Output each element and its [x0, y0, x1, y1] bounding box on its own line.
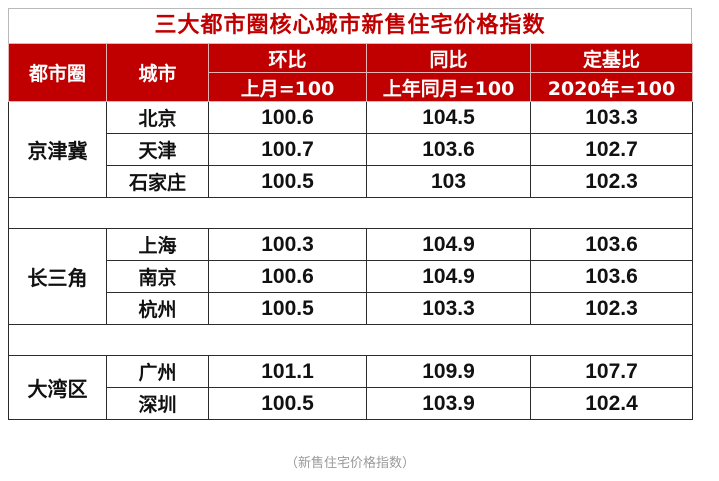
yoy-cell: 104.9	[366, 260, 531, 293]
mom-cell: 100.6	[208, 260, 367, 293]
yoy-cell: 104.5	[366, 101, 531, 134]
header-yoy: 同比	[366, 43, 531, 73]
fixed-cell: 102.3	[530, 292, 693, 325]
yoy-cell: 103.3	[366, 292, 531, 325]
header-mom: 环比	[208, 43, 367, 73]
city-cell: 深圳	[106, 387, 209, 420]
mom-cell: 101.1	[208, 355, 367, 388]
fixed-cell: 103.6	[530, 260, 693, 293]
price-index-table: 都市圈 城市 环比 同比 定基比 上月=100 上年同月=100 2020年=1…	[8, 43, 693, 420]
header-fixed-base: 2020年=100	[530, 72, 693, 102]
city-cell: 石家庄	[106, 165, 209, 198]
mom-cell: 100.5	[208, 387, 367, 420]
table-row: 京津冀 北京 100.6 104.5 103.3	[8, 101, 693, 198]
table-row: 大湾区 广州 101.1 109.9 107.7	[8, 355, 693, 420]
region-cell: 长三角	[8, 228, 107, 325]
table-title: 三大都市圈核心城市新售住宅价格指数	[8, 8, 692, 43]
yoy-cell: 103	[366, 165, 531, 198]
header-city: 城市	[106, 43, 209, 102]
yoy-cell: 103.6	[366, 133, 531, 166]
fixed-cell: 103.3	[530, 101, 693, 134]
table-row: 杭州 100.5 103.3 102.3	[9, 292, 693, 325]
table-row: 长三角 上海 100.3 104.9 103.6	[8, 228, 693, 325]
region-cell: 京津冀	[8, 101, 107, 198]
spacer-cell	[8, 324, 693, 356]
header-mom-base: 上月=100	[208, 72, 367, 102]
header-yoy-base: 上年同月=100	[366, 72, 531, 102]
fixed-cell: 103.6	[530, 228, 693, 261]
table-row: 石家庄 100.5 103 102.3	[9, 165, 693, 198]
yoy-cell: 109.9	[366, 355, 531, 388]
fixed-cell: 102.4	[530, 387, 693, 420]
header-fixed: 定基比	[530, 43, 693, 73]
table-row: 南京 100.6 104.9 103.6	[9, 260, 693, 293]
yoy-cell: 104.9	[366, 228, 531, 261]
spacer-cell	[8, 197, 693, 229]
figure-caption: （新售住宅价格指数）	[284, 456, 415, 471]
spacer-row	[8, 197, 693, 229]
city-cell: 广州	[106, 355, 209, 388]
fixed-cell: 102.3	[530, 165, 693, 198]
city-cell: 杭州	[106, 292, 209, 325]
mom-cell: 100.7	[208, 133, 367, 166]
mom-cell: 100.5	[208, 165, 367, 198]
index-table-container: 三大都市圈核心城市新售住宅价格指数 都市圈 城市 环比 同比 定基比 上月=10…	[8, 8, 693, 420]
city-cell: 天津	[106, 133, 209, 166]
table-row: 深圳 100.5 103.9 102.4	[9, 387, 693, 420]
city-cell: 上海	[106, 228, 209, 261]
city-cell: 南京	[106, 260, 209, 293]
header-region: 都市圈	[8, 43, 107, 102]
table-row: 天津 100.7 103.6 102.7	[9, 133, 693, 166]
mom-cell: 100.3	[208, 228, 367, 261]
region-cell: 大湾区	[8, 355, 107, 420]
yoy-cell: 103.9	[366, 387, 531, 420]
mom-cell: 100.6	[208, 101, 367, 134]
spacer-row	[8, 324, 693, 356]
mom-cell: 100.5	[208, 292, 367, 325]
fixed-cell: 102.7	[530, 133, 693, 166]
fixed-cell: 107.7	[530, 355, 693, 388]
city-cell: 北京	[106, 101, 209, 134]
